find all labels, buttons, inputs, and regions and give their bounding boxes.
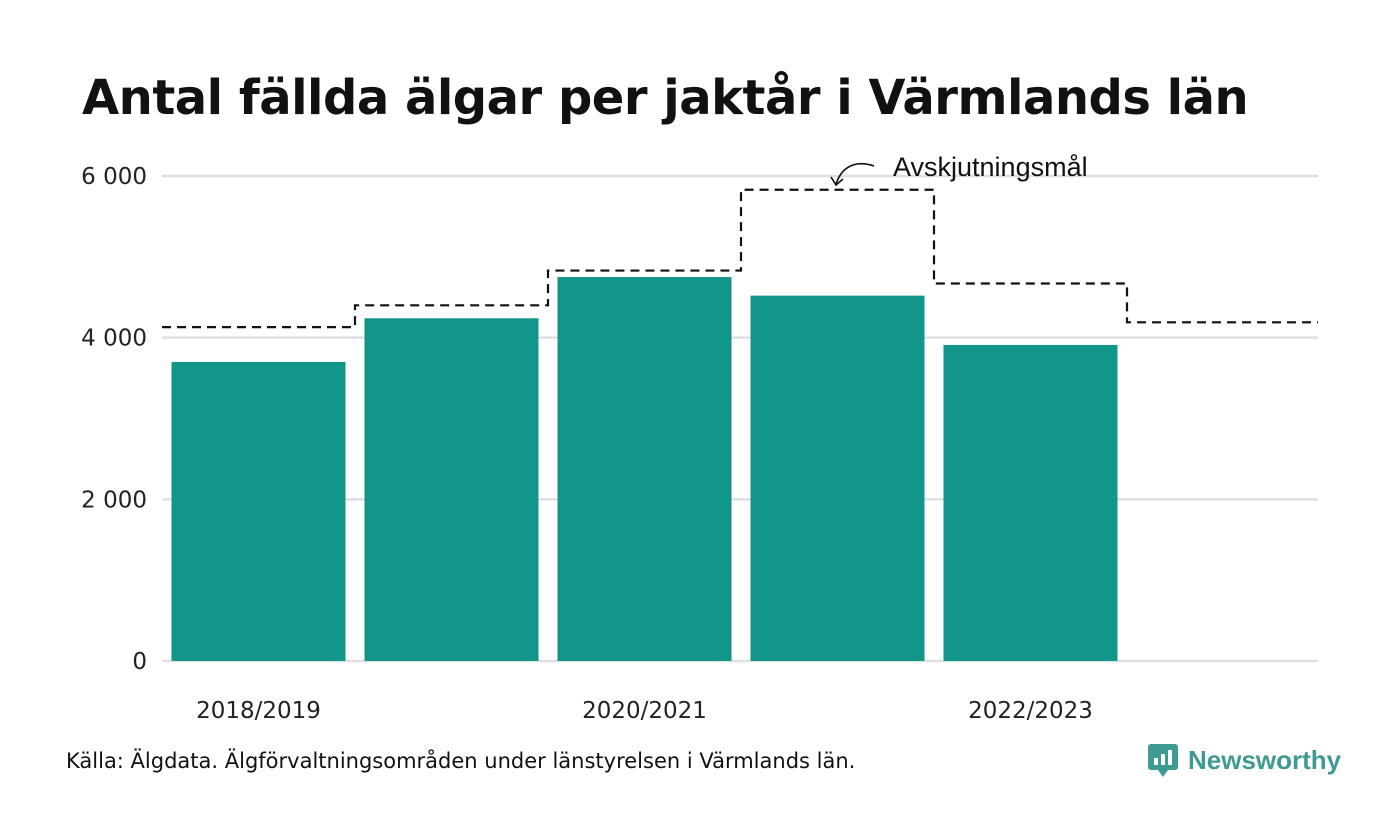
y-axis-ticks: 0 2 000 4 000 6 000 bbox=[81, 164, 147, 675]
grid-lines bbox=[162, 174, 1318, 663]
bar bbox=[364, 318, 539, 661]
bar bbox=[943, 344, 1118, 661]
y-tick-label: 4 000 bbox=[81, 326, 147, 352]
y-tick-label: 0 bbox=[132, 649, 147, 675]
bar bbox=[557, 277, 732, 661]
newsworthy-logo: Newsworthy bbox=[1148, 742, 1341, 778]
y-tick-label: 2 000 bbox=[81, 487, 147, 513]
bar bbox=[750, 295, 925, 661]
target-line bbox=[162, 188, 1318, 329]
brand-name: Newsworthy bbox=[1188, 744, 1342, 775]
source-note: Källa: Älgdata. Älgförvaltningsområden u… bbox=[66, 749, 856, 773]
bar bbox=[171, 361, 346, 661]
target-annotation-label: Avskjutningsmål bbox=[893, 152, 1088, 182]
newsworthy-logo-icon bbox=[1148, 744, 1178, 777]
x-tick-label: 2018/2019 bbox=[196, 698, 321, 724]
annotation-arrowhead-icon bbox=[830, 176, 844, 187]
y-tick-label: 6 000 bbox=[81, 164, 147, 190]
chart-title: Antal fällda älgar per jaktår i Värmland… bbox=[82, 70, 1249, 126]
bars bbox=[171, 277, 1118, 661]
target-annotation: Avskjutningsmål bbox=[830, 152, 1088, 187]
x-axis-ticks: 2018/2019 2020/2021 2022/2023 bbox=[196, 698, 1093, 724]
x-tick-label: 2020/2021 bbox=[582, 698, 707, 724]
annotation-arrow-icon bbox=[835, 162, 875, 185]
target-step-line bbox=[162, 188, 1318, 329]
x-tick-label: 2022/2023 bbox=[968, 698, 1093, 724]
